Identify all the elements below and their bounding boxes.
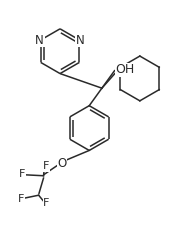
Text: F: F — [43, 198, 50, 208]
Text: N: N — [35, 34, 44, 47]
Text: N: N — [76, 34, 85, 47]
Text: F: F — [19, 169, 25, 179]
Text: F: F — [18, 194, 24, 204]
Text: O: O — [57, 157, 67, 170]
Text: OH: OH — [116, 63, 135, 76]
Text: F: F — [43, 161, 50, 171]
